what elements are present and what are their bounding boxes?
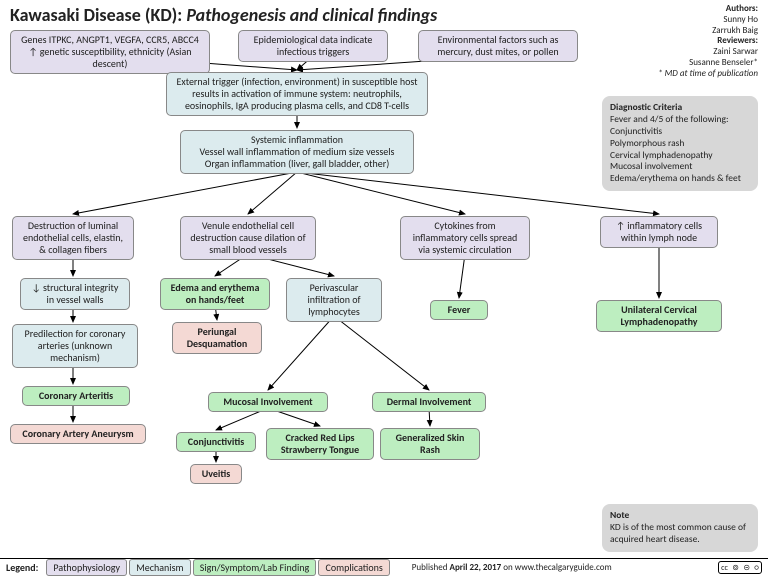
node-n15: Predilection for coronary arteries (unkn… — [12, 324, 138, 368]
node-n9: ↑ inflammatory cells within lymph node — [600, 216, 718, 248]
node-n18: Mucosal Involvement — [208, 392, 328, 412]
meta-block: Authors: Sunny Ho Zarrukh Baig Reviewers… — [638, 4, 758, 80]
legend-chip: Sign/Symptom/Lab Finding — [193, 559, 316, 576]
diagnostic-criteria: Diagnostic Criteria Fever and 4/5 of the… — [602, 96, 758, 191]
legend-chip: Complications — [318, 559, 389, 576]
node-n13: Fever — [430, 300, 488, 320]
node-n24: Uveitis — [190, 464, 242, 484]
legend-bar: Legend: Pathophysiology Mechanism Sign/S… — [0, 558, 768, 576]
node-n20: Coronary Artery Aneurysm — [10, 424, 146, 444]
node-n8: Cytokines from inflammatory cells spread… — [400, 216, 530, 260]
node-n7: Venule endothelial cell destruction caus… — [180, 216, 316, 260]
node-n6: Destruction of luminal endothelial cells… — [12, 216, 134, 260]
node-n17: Coronary Arteritis — [22, 386, 130, 406]
node-n14: Unilateral Cervical Lymphadenopathy — [596, 300, 722, 332]
node-n11: Edema and erythema on hands/feet — [160, 278, 270, 310]
node-n10: ↓ structural integrity in vessel walls — [20, 278, 130, 310]
node-n2: Epidemiological data indicate infectious… — [238, 30, 388, 62]
node-n23: Generalized Skin Rash — [380, 428, 480, 460]
node-n12: Perivascular infiltration of lymphocytes — [286, 278, 382, 322]
node-n3: Environmental factors such as mercury, d… — [418, 30, 578, 62]
node-n16: Periungal Desquamation — [172, 322, 262, 354]
page-title: Kawasaki Disease (KD): Pathogenesis and … — [10, 4, 437, 26]
legend-chip: Mechanism — [129, 559, 190, 576]
cc-license-icon: cc⊚⊝○ — [718, 561, 762, 574]
legend-chip: Pathophysiology — [46, 559, 127, 576]
node-n5: Systemic inflammation Vessel wall inflam… — [180, 130, 414, 174]
node-n21: Conjunctivitis — [176, 432, 256, 452]
node-n1: Genes ITPKC, ANGPT1, VEGFA, CCR5, ABCC4 … — [10, 30, 210, 74]
node-n22: Cracked Red Lips Strawberry Tongue — [266, 428, 374, 460]
node-n4: External trigger (infection, environment… — [166, 72, 428, 116]
note-box: Note KD is of the most common cause of a… — [602, 504, 758, 552]
node-n19: Dermal Involvement — [372, 392, 486, 412]
